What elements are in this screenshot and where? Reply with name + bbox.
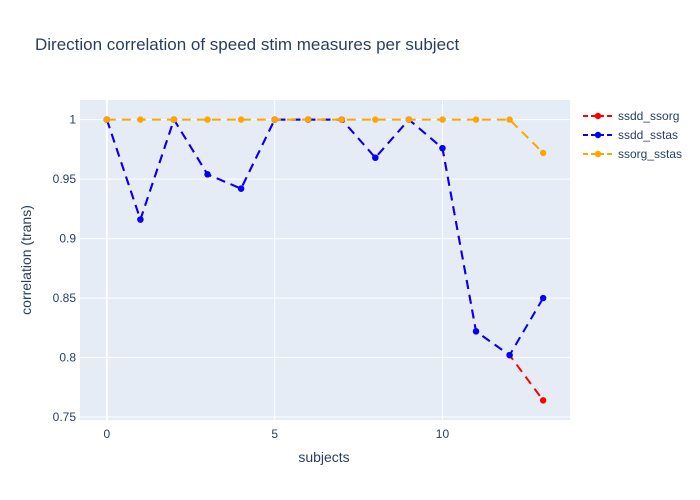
data-point [170, 116, 178, 123]
data-point [439, 116, 446, 123]
data-point [372, 116, 379, 123]
data-point [204, 116, 211, 123]
data-point [405, 116, 413, 123]
x-tick-label: 10 [436, 427, 450, 441]
data-point [472, 116, 480, 123]
x-axis-ticks: 0 5 10 [104, 427, 450, 441]
legend-item[interactable]: ssorg_sstas [583, 147, 682, 161]
data-point [539, 149, 547, 157]
data-point [506, 116, 513, 123]
series-ssorg-sstas [103, 116, 547, 157]
y-tick-label: 0.8 [59, 351, 76, 365]
data-point [204, 171, 211, 178]
data-point [539, 294, 547, 302]
series-line [106, 118, 544, 154]
data-point [137, 116, 144, 123]
y-tick-label: 0.75 [53, 410, 77, 424]
legend-item[interactable]: ssdd_ssorg [583, 109, 679, 123]
series-layer [103, 116, 547, 404]
data-point [137, 216, 144, 223]
legend-swatch-marker [594, 112, 602, 120]
y-axis-title: correlation (trans) [18, 205, 34, 315]
legend-swatch-marker [594, 150, 602, 158]
data-point [372, 154, 379, 161]
x-tick-label: 0 [104, 427, 111, 441]
data-point [472, 328, 480, 335]
data-point [506, 351, 513, 359]
legend-label: ssdd_sstas [618, 128, 678, 142]
data-point [237, 185, 245, 192]
legend-label: ssdd_ssorg [618, 109, 679, 123]
data-point [271, 116, 278, 123]
data-point [305, 116, 312, 123]
chart-title: Direction correlation of speed stim meas… [35, 35, 460, 54]
data-point [237, 116, 245, 123]
legend-swatch-marker [594, 131, 602, 139]
legend-item[interactable]: ssdd_sstas [583, 128, 678, 142]
y-tick-label: 0.95 [53, 172, 77, 186]
legend-label: ssorg_sstas [618, 147, 682, 161]
y-tick-label: 1 [69, 113, 76, 127]
data-point [539, 397, 547, 404]
plot-area [80, 100, 570, 420]
x-tick-label: 5 [271, 427, 278, 441]
data-point [338, 116, 345, 123]
data-point [103, 116, 111, 123]
y-tick-label: 0.9 [59, 232, 76, 246]
x-axis-title: subjects [298, 449, 349, 465]
data-point [439, 144, 446, 152]
y-axis-ticks: 0.75 0.8 0.85 0.9 0.95 1 [53, 113, 77, 424]
y-tick-label: 0.85 [53, 291, 77, 305]
legend[interactable]: ssdd_ssorg ssdd_sstas ssorg_sstas [583, 109, 682, 161]
